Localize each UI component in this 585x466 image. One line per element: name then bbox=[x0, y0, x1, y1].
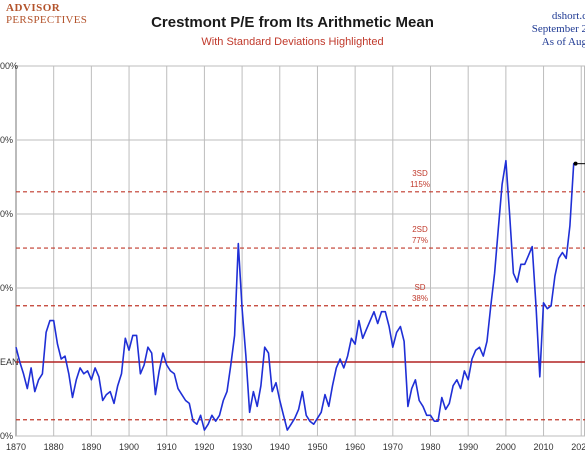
x-tick-label: 1890 bbox=[81, 442, 101, 452]
x-tick-label: 1950 bbox=[307, 442, 327, 452]
chart-title: Crestmont P/E from Its Arithmetic Mean bbox=[151, 14, 434, 31]
source-line-3: As of Aug bbox=[541, 36, 585, 48]
brand-line2: PERSPECTIVES bbox=[6, 14, 88, 26]
x-tick-label: 1910 bbox=[157, 442, 177, 452]
x-tick-label: 1990 bbox=[458, 442, 478, 452]
x-tick-label: 1880 bbox=[44, 442, 64, 452]
callout-point bbox=[573, 161, 578, 166]
plot-frame bbox=[15, 65, 585, 437]
sd-pct-label: 115% bbox=[410, 180, 430, 189]
x-tick-label: 1980 bbox=[420, 442, 440, 452]
brand-line1: ADVISOR bbox=[6, 2, 61, 14]
series-line bbox=[15, 159, 576, 431]
source-line-1: dshort.c bbox=[551, 10, 585, 22]
x-tick-label: 1940 bbox=[270, 442, 290, 452]
y-tick-label: 00% bbox=[0, 61, 18, 71]
x-tick-label: 2010 bbox=[534, 442, 554, 452]
source-info: dshort.c September 2 As of Aug bbox=[532, 10, 585, 49]
sd-pct-label: 77% bbox=[412, 236, 428, 245]
y-tick-label: EAN bbox=[0, 357, 19, 367]
chart-subtitle: With Standard Deviations Highlighted bbox=[201, 36, 384, 48]
sd-pct-label: 38% bbox=[412, 294, 428, 303]
x-tick-label: 1920 bbox=[194, 442, 214, 452]
y-tick-label: 0% bbox=[0, 135, 13, 145]
x-tick-label: 1930 bbox=[232, 442, 252, 452]
brand-logo: ADVISOR PERSPECTIVES bbox=[6, 2, 87, 26]
x-tick-label: 1960 bbox=[345, 442, 365, 452]
y-tick-label: 0% bbox=[0, 209, 13, 219]
x-tick-label: 1970 bbox=[383, 442, 403, 452]
sd-label: 3SD bbox=[412, 169, 428, 178]
sd-label: 2SD bbox=[412, 225, 428, 234]
sd-label: SD bbox=[414, 283, 425, 292]
x-tick-label: 1870 bbox=[6, 442, 26, 452]
source-line-2: September 2 bbox=[531, 23, 585, 35]
y-tick-label: 0% bbox=[0, 283, 13, 293]
y-tick-label: 0% bbox=[0, 431, 13, 441]
x-tick-label: 2000 bbox=[496, 442, 516, 452]
x-tick-label: 1900 bbox=[119, 442, 139, 452]
